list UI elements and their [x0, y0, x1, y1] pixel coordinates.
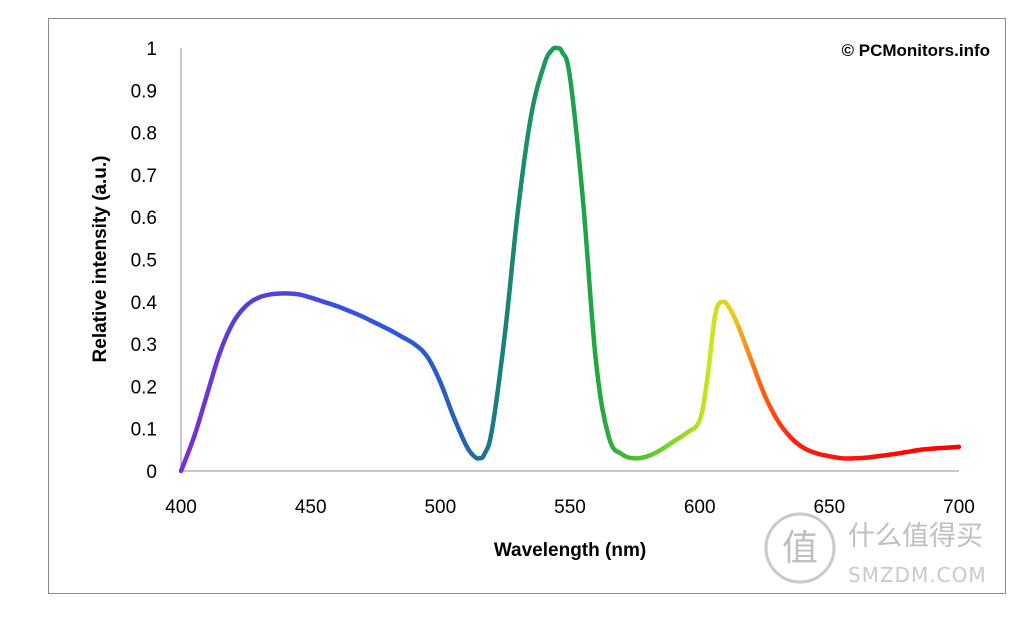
y-tick-label: 0.5 [131, 251, 157, 272]
y-tick-label: 0.6 [131, 208, 157, 229]
x-tick-label: 550 [554, 497, 586, 518]
y-tick-label: 0.1 [131, 420, 157, 441]
y-tick-label: 0.8 [131, 124, 157, 145]
x-tick-label: 400 [165, 497, 197, 518]
y-tick-label: 0.9 [131, 81, 157, 102]
y-tick-label: 0.2 [131, 377, 157, 398]
y-tick-label: 0.3 [131, 335, 157, 356]
spectrum-series-line [178, 45, 962, 474]
smzdm-watermark: 值 什么值得买 SMZDM.COM [764, 512, 987, 587]
copyright-annotation: © PCMonitors.info [841, 41, 990, 60]
watermark-chinese-text: 什么值得买 [848, 521, 983, 552]
watermark-latin-text: SMZDM.COM [848, 563, 987, 587]
y-axis-title: Relative intensity (a.u.) [90, 156, 111, 363]
watermark-seal-char: 值 [782, 528, 818, 569]
x-tick-label: 450 [295, 497, 327, 518]
axes [180, 48, 959, 472]
x-tick-label: 600 [684, 497, 716, 518]
x-tick-label: 700 [943, 497, 975, 518]
watermark-seal-icon [764, 512, 836, 584]
y-tick-label: 1 [146, 39, 157, 60]
x-axis-title: Wavelength (nm) [494, 540, 646, 561]
y-tick-label: 0.7 [131, 166, 157, 187]
x-tick-label: 650 [813, 497, 845, 518]
y-tick-label: 0 [146, 462, 157, 483]
chart-frame [48, 18, 1006, 594]
y-tick-label: 0.4 [131, 293, 158, 314]
tick-labels: 400 450 500 550 600 650 700 0 0.1 0.2 0.3 0.4 0.5 0.6… [131, 39, 975, 518]
x-tick-label: 500 [424, 497, 456, 518]
